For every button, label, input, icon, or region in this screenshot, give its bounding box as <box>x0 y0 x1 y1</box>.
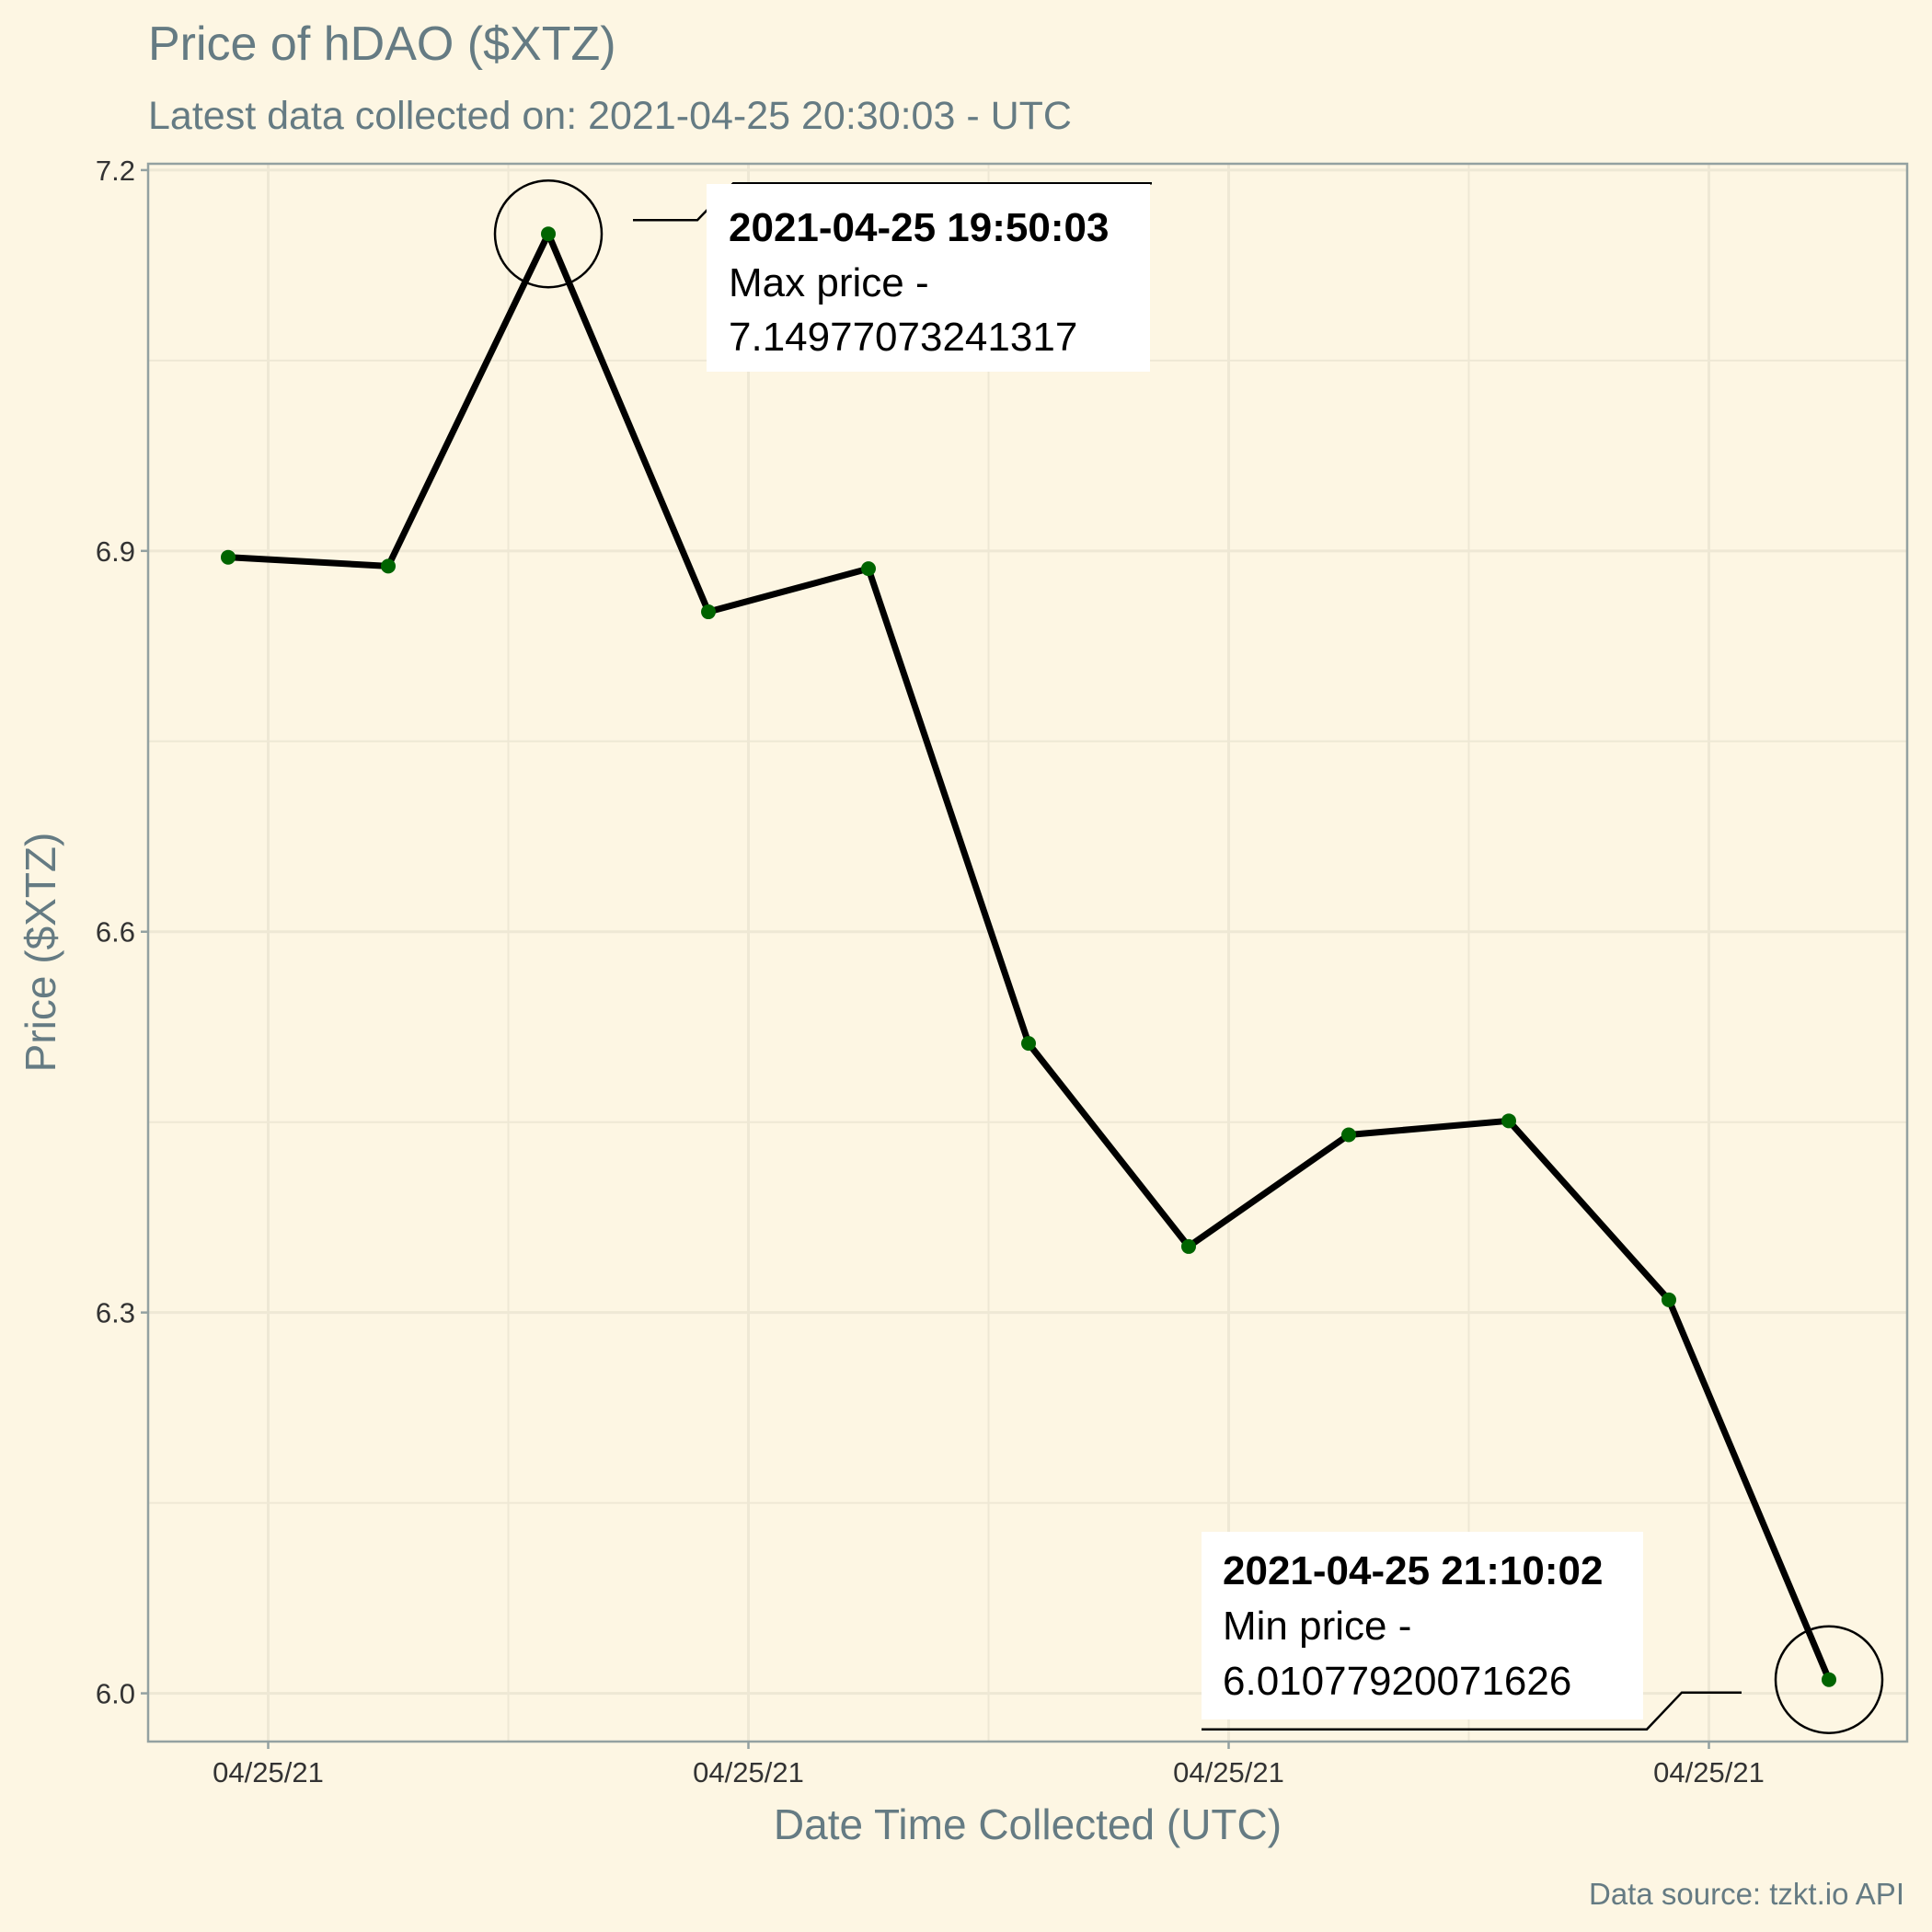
data-point <box>701 604 716 620</box>
plot-border <box>146 162 1909 1743</box>
max-time-label: 2021-04-25 19:50:03 <box>729 205 1109 250</box>
data-point <box>381 558 396 574</box>
x-tick-label: 04/25/21 <box>693 1756 804 1788</box>
min-price-ring <box>1774 1625 1884 1734</box>
chart-title: Price of hDAO ($XTZ) <box>148 17 616 71</box>
max-price-ring <box>493 178 604 289</box>
x-axis: 04/25/21 04/25/21 04/25/21 04/25/21 <box>213 1742 1765 1788</box>
min-time-label: 2021-04-25 21:10:02 <box>1223 1548 1603 1593</box>
max-label-box <box>707 184 1150 372</box>
grid-lines <box>148 164 1907 1742</box>
data-point <box>1822 1672 1836 1687</box>
y-tick-label: 6.0 <box>96 1678 135 1710</box>
y-tick-label: 7.2 <box>96 155 135 187</box>
data-point <box>541 226 556 242</box>
min-label-box <box>1202 1532 1643 1719</box>
x-tick-label: 04/25/21 <box>1653 1756 1765 1788</box>
min-price-label: Min price - <box>1223 1604 1411 1649</box>
min-price-leader <box>1202 1691 1742 1731</box>
x-tick-label: 04/25/21 <box>1173 1756 1284 1788</box>
data-point <box>1341 1127 1356 1143</box>
min-price-value: 6.01077920071626 <box>1223 1659 1571 1704</box>
y-axis-title: Price ($XTZ) <box>17 833 64 1073</box>
y-tick-label: 6.3 <box>96 1297 135 1329</box>
chart-subtitle: Latest data collected on: 2021-04-25 20:… <box>148 94 1072 138</box>
data-point <box>221 549 236 565</box>
caption: Data source: tzkt.io API <box>1589 1877 1904 1911</box>
data-point <box>861 561 876 577</box>
data-point <box>1662 1292 1676 1307</box>
data-point <box>1181 1238 1196 1254</box>
y-tick-label: 6.6 <box>96 916 135 949</box>
data-points <box>221 226 1836 1687</box>
data-point <box>1501 1113 1516 1129</box>
max-price-value: 7.14977073241317 <box>729 315 1077 360</box>
data-point <box>1021 1036 1036 1052</box>
x-tick-label: 04/25/21 <box>213 1756 324 1788</box>
y-tick-label: 6.9 <box>96 535 135 568</box>
max-price-label: Max price - <box>729 260 929 305</box>
y-axis: 6.0 6.3 6.6 6.9 7.2 <box>96 155 148 1710</box>
x-axis-title: Date Time Collected (UTC) <box>774 1800 1282 1848</box>
